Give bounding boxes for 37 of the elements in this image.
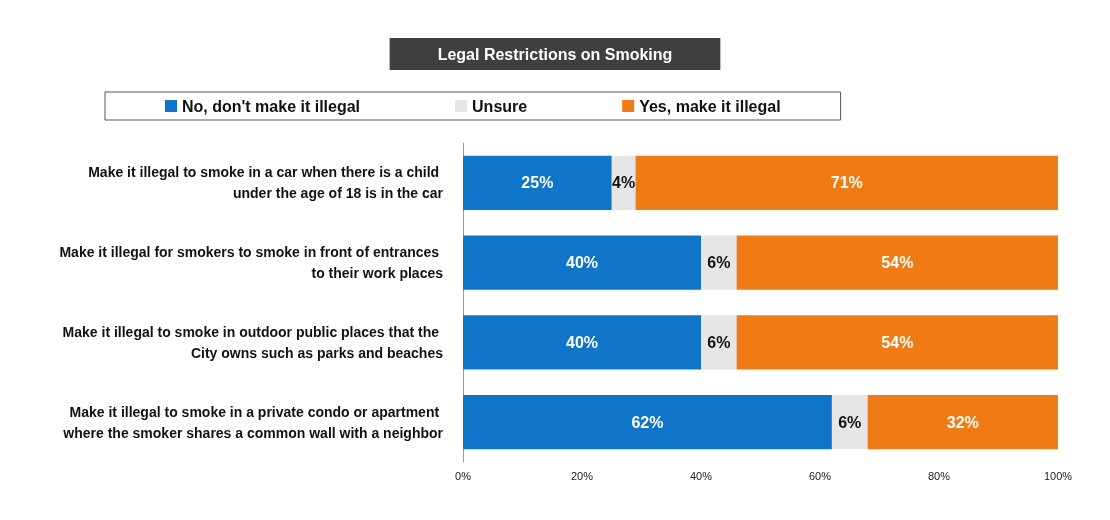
legend-label: Yes, make it illegal (639, 97, 781, 115)
bar (736, 315, 1058, 370)
data-label: 62% (631, 413, 664, 431)
bar (635, 155, 1058, 210)
legend-label: Unsure (472, 97, 528, 115)
bar (701, 315, 737, 370)
x-tick-label: 0% (455, 469, 472, 482)
bar (701, 235, 737, 290)
bar (736, 235, 1058, 290)
bar (463, 155, 612, 210)
data-label: 6% (707, 333, 731, 351)
data-label: 6% (838, 413, 862, 431)
data-label: 71% (830, 174, 863, 192)
legend-label: No, don't make it illegal (182, 97, 361, 115)
bar (463, 395, 832, 450)
data-label: 54% (881, 254, 914, 272)
data-label: 4% (612, 174, 636, 192)
x-tick-label: 60% (808, 469, 832, 482)
y-tick-label: Make it illegal to smoke in a private condo or apartment where the smoker shares a common wall with a neighbor (62, 403, 444, 441)
data-label: 40% (565, 254, 599, 272)
bar (831, 395, 868, 450)
bar (463, 315, 701, 370)
y-tick-label: Make it illegal to smoke in a car when there is a child under the age of 18 is in the car (88, 164, 444, 202)
x-tick-label: 20% (570, 469, 594, 482)
x-tick-label: 40% (689, 469, 713, 482)
y-tick-label: Make it illegal to smoke in outdoor public places that the City owns such as parks and beaches (62, 323, 444, 361)
chart-title: Legal Restrictions on Smoking (437, 45, 673, 63)
y-tick-label: Make it illegal for smokers to smoke in front of entrances to their work places (59, 244, 444, 282)
x-tick-label: 100% (1043, 469, 1073, 482)
bar (463, 235, 701, 290)
data-label: 25% (521, 174, 554, 192)
data-label: 6% (707, 254, 731, 272)
data-label: 32% (946, 413, 979, 431)
data-label: 40% (565, 333, 599, 351)
x-tick-label: 80% (927, 469, 951, 482)
data-label: 54% (881, 333, 914, 351)
bar (867, 395, 1058, 450)
